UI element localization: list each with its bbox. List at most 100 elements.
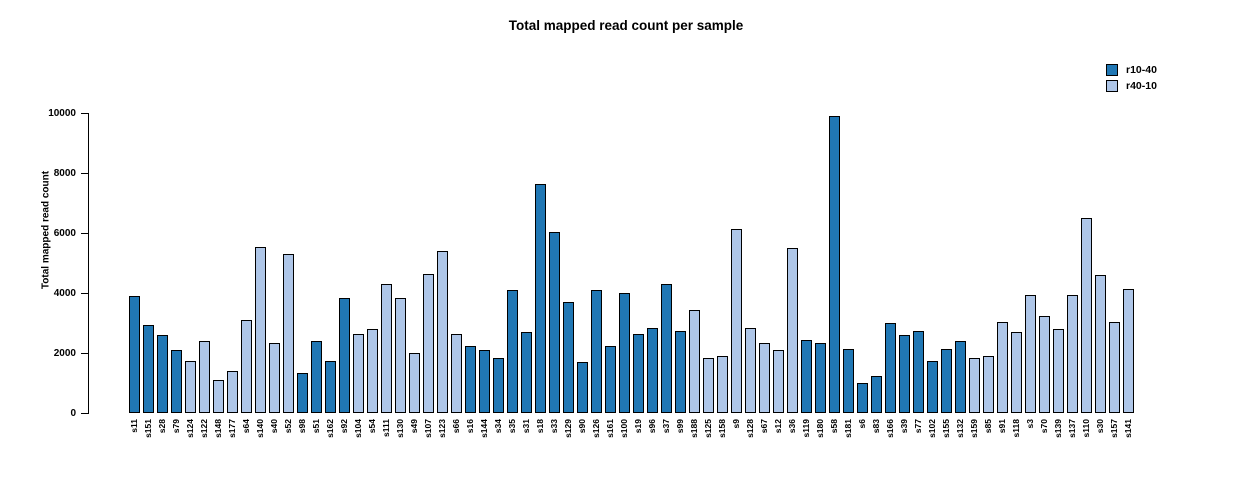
bar-column <box>855 113 869 413</box>
x-label-cell: s18 <box>533 419 547 485</box>
bar-s79 <box>170 350 182 413</box>
x-label-cell: s110 <box>1079 419 1093 485</box>
bar-s124 <box>184 360 196 413</box>
bar-column <box>477 113 491 413</box>
bar-column <box>365 113 379 413</box>
bar-s85 <box>982 356 994 413</box>
y-tick-label: 4000 <box>53 288 76 299</box>
x-tick-label: s6 <box>857 419 867 429</box>
x-label-cell: s111 <box>379 419 393 485</box>
x-label-cell: s30 <box>1093 419 1107 485</box>
bar-column <box>323 113 337 413</box>
x-tick-label: s104 <box>353 419 363 438</box>
x-label-cell: s6 <box>855 419 869 485</box>
bar-s155 <box>940 348 952 413</box>
x-label-cell: s155 <box>939 419 953 485</box>
x-tick-label: s37 <box>661 419 671 434</box>
x-tick-label: s159 <box>969 419 979 438</box>
x-label-cell: s122 <box>197 419 211 485</box>
bar-column <box>799 113 813 413</box>
bar-s33 <box>548 231 560 413</box>
bar-s35 <box>506 290 518 413</box>
bar-s140 <box>254 246 266 413</box>
bar-s104 <box>352 333 364 413</box>
x-label-cell: s51 <box>309 419 323 485</box>
x-label-cell: s132 <box>953 419 967 485</box>
x-label-cell: s34 <box>491 419 505 485</box>
bar-column <box>911 113 925 413</box>
bar-s98 <box>296 372 308 413</box>
x-tick-label: s49 <box>409 419 419 434</box>
bar-column <box>253 113 267 413</box>
x-label-cell: s151 <box>141 419 155 485</box>
bar-column <box>295 113 309 413</box>
bar-s180 <box>814 342 826 413</box>
x-tick-label: s139 <box>1053 419 1063 438</box>
bar-s77 <box>912 330 924 413</box>
bar-column <box>1065 113 1079 413</box>
bar-column <box>1121 113 1135 413</box>
bar-s96 <box>646 327 658 413</box>
x-tick-label: s123 <box>437 419 447 438</box>
x-tick-label: s18 <box>535 419 545 434</box>
x-label-cell: s119 <box>799 419 813 485</box>
x-label-cell: s144 <box>477 419 491 485</box>
x-label-cell: s66 <box>449 419 463 485</box>
x-label-cell: s67 <box>757 419 771 485</box>
x-label-cell: s54 <box>365 419 379 485</box>
x-tick-label: s33 <box>549 419 559 434</box>
x-tick-label: s130 <box>395 419 405 438</box>
x-tick-label: s161 <box>605 419 615 438</box>
x-tick-label: s137 <box>1067 419 1077 438</box>
bar-s83 <box>870 375 882 413</box>
x-label-cell: s77 <box>911 419 925 485</box>
x-label-cell: s92 <box>337 419 351 485</box>
bar-column <box>505 113 519 413</box>
bar-column <box>925 113 939 413</box>
bar-column <box>757 113 771 413</box>
x-label-cell: s19 <box>631 419 645 485</box>
bar-s119 <box>800 339 812 413</box>
x-tick-label: s39 <box>899 419 909 434</box>
x-tick-label: s181 <box>843 419 853 438</box>
bar-s148 <box>212 380 224 413</box>
x-tick-label: s151 <box>143 419 153 438</box>
x-label-cell: s79 <box>169 419 183 485</box>
bar-s126 <box>590 290 602 413</box>
x-label-cell: s9 <box>729 419 743 485</box>
bar-column <box>715 113 729 413</box>
y-tick-label: 10000 <box>48 108 76 119</box>
x-label-cell: s49 <box>407 419 421 485</box>
bar-s125 <box>702 357 714 413</box>
bar-column <box>435 113 449 413</box>
bar-s107 <box>422 273 434 413</box>
x-label-cell: s181 <box>841 419 855 485</box>
x-label-cell: s123 <box>435 419 449 485</box>
bar-column <box>743 113 757 413</box>
x-label-cell: s83 <box>869 419 883 485</box>
x-label-cell: s52 <box>281 419 295 485</box>
bar-s36 <box>786 248 798 413</box>
bar-s31 <box>520 332 532 413</box>
bar-s102 <box>926 360 938 413</box>
x-label-cell: s157 <box>1107 419 1121 485</box>
x-label-cell: s166 <box>883 419 897 485</box>
legend-swatch-r10-40 <box>1106 64 1118 76</box>
bar-column <box>281 113 295 413</box>
y-tick-mark <box>81 293 88 294</box>
bar-column <box>631 113 645 413</box>
bar-s188 <box>688 309 700 413</box>
x-tick-label: s98 <box>297 419 307 434</box>
bar-column <box>1079 113 1093 413</box>
bar-column <box>729 113 743 413</box>
bar-s132 <box>954 341 966 413</box>
x-tick-label: s70 <box>1039 419 1049 434</box>
x-tick-label: s132 <box>955 419 965 438</box>
bar-column <box>449 113 463 413</box>
x-label-cell: s99 <box>673 419 687 485</box>
bar-column <box>225 113 239 413</box>
x-tick-label: s100 <box>619 419 629 438</box>
x-label-cell: s39 <box>897 419 911 485</box>
bar-column <box>393 113 407 413</box>
x-label-cell: s129 <box>561 419 575 485</box>
